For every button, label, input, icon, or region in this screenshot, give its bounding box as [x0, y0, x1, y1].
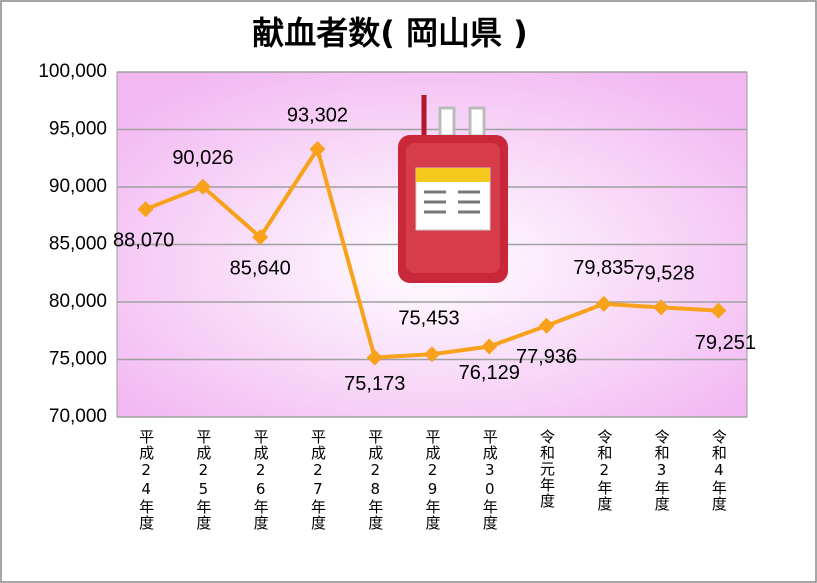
data-point [309, 141, 326, 158]
data-label: 75,453 [398, 308, 459, 330]
x-tick-label: 令和3年度 [653, 429, 671, 512]
data-point [595, 295, 612, 312]
blood-bag-icon [398, 95, 508, 283]
data-point [424, 346, 440, 363]
data-point [194, 178, 211, 195]
x-tick-label: 平成26年度 [252, 429, 270, 531]
data-point [710, 302, 727, 319]
x-tick-label: 平成24年度 [137, 429, 155, 531]
data-label: 79,251 [695, 332, 756, 354]
x-tick-label: 平成27年度 [309, 429, 327, 531]
data-label: 88,070 [113, 229, 174, 251]
y-tick-label: 100,000 [38, 61, 107, 82]
x-tick-label: 平成25年度 [194, 429, 212, 531]
data-label: 76,129 [459, 362, 520, 384]
y-tick-label: 95,000 [49, 119, 107, 140]
x-tick-label: 平成30年度 [481, 429, 499, 531]
x-tick-label: 平成28年度 [366, 429, 384, 531]
x-tick-label: 令和4年度 [710, 429, 728, 512]
data-point [252, 229, 269, 246]
x-tick-label: 平成29年度 [424, 429, 442, 531]
y-tick-label: 80,000 [49, 291, 107, 312]
data-point [481, 338, 498, 355]
data-label: 85,640 [230, 257, 291, 279]
chart-title: 献血者数( 岡山県 ) [252, 14, 528, 52]
y-tick-label: 70,000 [49, 406, 107, 427]
data-label: 77,936 [516, 346, 577, 368]
data-label: 93,302 [287, 104, 348, 126]
y-tick-label: 85,000 [49, 234, 107, 255]
y-tick-label: 75,000 [49, 349, 107, 370]
data-point [137, 201, 154, 218]
y-tick-label: 90,000 [49, 176, 107, 197]
data-label: 79,528 [634, 263, 695, 285]
data-label: 75,173 [344, 373, 405, 395]
data-label: 79,835 [573, 257, 634, 279]
data-point [538, 317, 555, 334]
data-label: 90,026 [172, 147, 233, 169]
x-tick-label: 令和元年度 [538, 429, 556, 509]
data-point [366, 349, 383, 366]
data-point [653, 299, 670, 316]
x-tick-label: 令和2年度 [595, 429, 613, 512]
